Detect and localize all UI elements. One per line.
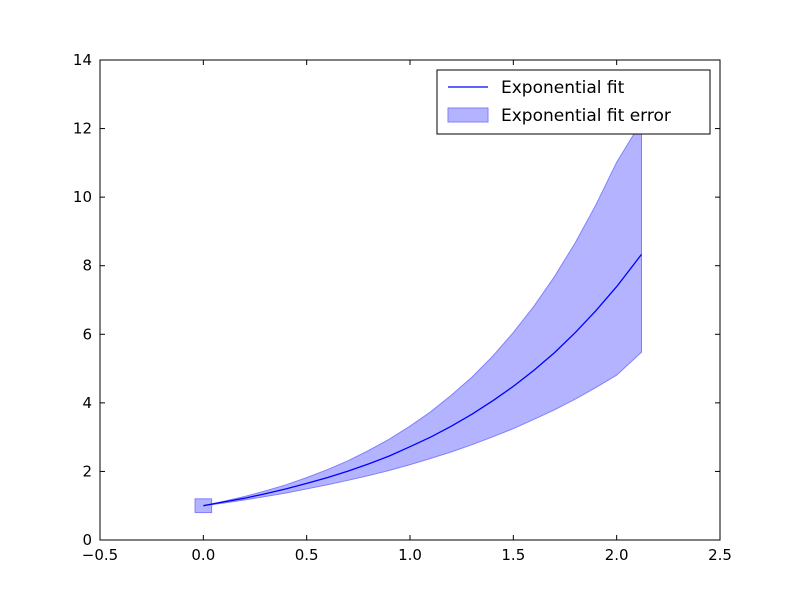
x-tick-label: 2.5	[708, 546, 732, 564]
y-tick-label: 2	[82, 462, 92, 480]
error-band	[203, 119, 642, 507]
y-tick-label: 6	[82, 325, 92, 343]
y-tick-label: 0	[82, 531, 92, 549]
y-axis: 0 2 4 6 8 10 12 14	[73, 51, 720, 549]
x-tick-label: 1.0	[398, 546, 422, 564]
fit-line	[203, 254, 643, 507]
x-tick-label: 0.0	[191, 546, 215, 564]
x-tick-label: −0.5	[82, 546, 118, 564]
fit-line-layer	[203, 254, 643, 507]
y-tick-label: 14	[73, 51, 92, 69]
x-axis: −0.5 0.0 0.5 1.0 1.5 2.0 2.5	[82, 60, 732, 564]
y-tick-label: 10	[73, 188, 92, 206]
x-tick-label: 0.5	[295, 546, 319, 564]
legend-label-error: Exponential fit error	[501, 106, 671, 126]
x-tick-label: 2.0	[605, 546, 629, 564]
y-tick-label: 12	[73, 120, 92, 138]
y-tick-label: 4	[82, 394, 92, 412]
legend-label-fit: Exponential fit	[501, 78, 625, 98]
legend-box	[436, 69, 711, 135]
x-tick-label: 1.5	[501, 546, 525, 564]
error-band-layer	[194, 119, 642, 514]
legend: Exponential fit Exponential fit error	[436, 69, 711, 135]
legend-band-swatch	[447, 107, 489, 123]
y-tick-label: 8	[82, 257, 92, 275]
